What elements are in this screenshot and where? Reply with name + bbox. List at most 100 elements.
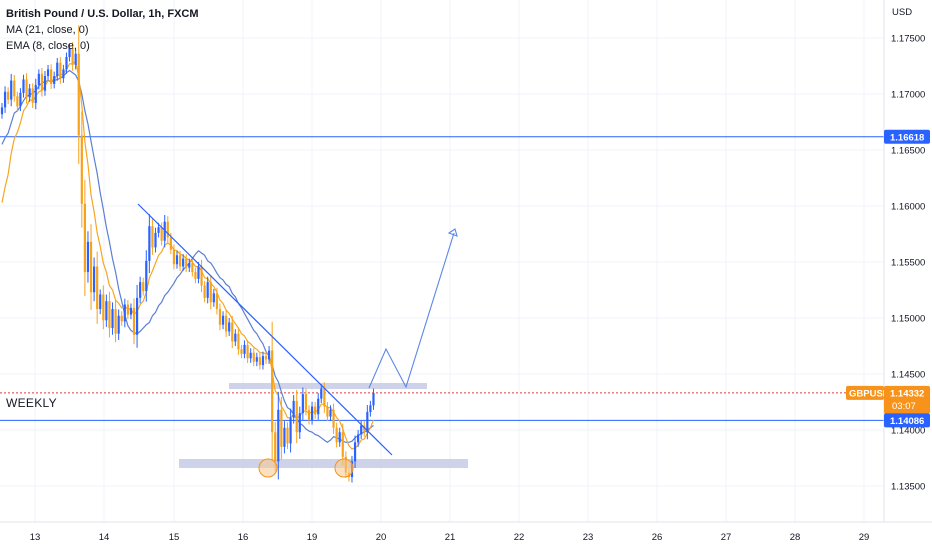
candle: [203, 281, 206, 303]
y-tick-label: 1.14000: [891, 426, 925, 437]
candle: [289, 408, 292, 453]
candle: [182, 254, 185, 271]
candle: [194, 267, 197, 284]
candle: [243, 340, 246, 359]
candle: [200, 259, 203, 293]
candle: [86, 231, 90, 283]
candle: [46, 64, 50, 81]
candle: [372, 388, 375, 410]
price-axis[interactable]: 1.17500 1.17000 1.16500 1.16000 1.15500 1.150…: [891, 34, 925, 493]
candle: [366, 405, 369, 440]
candle: [332, 403, 335, 435]
candle: [283, 421, 286, 454]
symbol-title[interactable]: British Pound / U.S. Dollar, 1h, FXCM: [6, 8, 199, 20]
candle-body: [228, 322, 231, 332]
candle: [139, 276, 142, 304]
candle-body: [255, 357, 258, 362]
candle: [310, 401, 314, 425]
candle-body: [317, 398, 320, 415]
x-tick-label: 19: [307, 532, 318, 543]
candle-body: [172, 249, 176, 265]
candle: [105, 294, 108, 327]
candle: [246, 340, 249, 364]
candle-body: [46, 69, 50, 77]
candle-body: [332, 409, 335, 428]
projection-path[interactable]: [368, 232, 455, 389]
candle: [19, 88, 22, 112]
candle-body: [286, 427, 289, 444]
candle: [261, 351, 265, 370]
time-axis[interactable]: 13 14 15 16 19 20 21 22 23 26 27 28 29: [30, 532, 870, 543]
candle-body: [93, 266, 96, 293]
candle: [197, 262, 200, 284]
candle: [117, 309, 120, 340]
candle: [28, 83, 31, 102]
candle-body: [123, 304, 126, 322]
candle-body: [80, 135, 83, 204]
candle: [225, 310, 228, 337]
candle-body: [206, 282, 209, 298]
candle-body: [304, 394, 308, 410]
candle: [255, 352, 258, 367]
candle-body: [307, 409, 311, 420]
candle: [135, 284, 139, 348]
candle-body: [3, 91, 7, 108]
candle-body: [261, 356, 265, 366]
candle-body: [271, 350, 274, 433]
candle-body: [267, 350, 271, 360]
level-low-badge: 1.14086: [884, 413, 930, 428]
candle-body: [105, 301, 108, 321]
candle-body: [194, 272, 197, 279]
x-tick-label: 27: [721, 532, 732, 543]
candle-body: [59, 62, 62, 79]
candle: [221, 311, 225, 330]
candle: [166, 216, 169, 243]
candle-body: [154, 232, 157, 248]
candle: [132, 298, 136, 345]
candle-body: [258, 357, 261, 366]
candle-body: [139, 282, 142, 298]
candle-body: [7, 91, 10, 100]
candle-body: [28, 88, 31, 98]
ma-indicator-label[interactable]: MA (21, close, 0): [6, 24, 89, 36]
candle: [120, 311, 123, 326]
candle-body: [120, 315, 123, 322]
y-tick-label: 1.17500: [891, 34, 925, 45]
candle-body: [277, 409, 280, 462]
candle-body: [151, 226, 154, 248]
x-tick-label: 26: [652, 532, 663, 543]
ema-indicator-label[interactable]: EMA (8, close, 0): [6, 40, 90, 52]
candle: [0, 102, 4, 119]
candle: [43, 70, 47, 96]
candle: [126, 300, 129, 320]
candle: [191, 258, 194, 277]
candle-body: [25, 79, 28, 98]
resistance-zone: [229, 383, 427, 389]
candle: [212, 288, 215, 307]
candle-body: [126, 304, 129, 315]
candle-body: [169, 237, 172, 250]
candle-body: [145, 260, 148, 292]
candle: [3, 86, 7, 113]
candle: [234, 329, 237, 346]
candle: [280, 396, 283, 460]
candle: [271, 321, 274, 461]
x-tick-label: 20: [376, 532, 387, 543]
candle: [37, 69, 40, 90]
candle-body: [182, 258, 185, 267]
candle-body: [366, 412, 369, 433]
candle-body: [89, 241, 93, 293]
candle: [231, 315, 234, 349]
candle-body: [74, 53, 77, 65]
candle: [335, 422, 338, 448]
candle-body: [372, 393, 375, 406]
candle-body: [96, 266, 99, 310]
candle-body: [326, 406, 329, 417]
candle-body: [37, 73, 40, 86]
candle-body: [178, 255, 182, 267]
svg-text:GBPUSD: GBPUSD: [849, 388, 890, 399]
candle: [264, 351, 268, 364]
descending-trendline[interactable]: [137, 203, 393, 456]
candle-body: [13, 80, 16, 97]
